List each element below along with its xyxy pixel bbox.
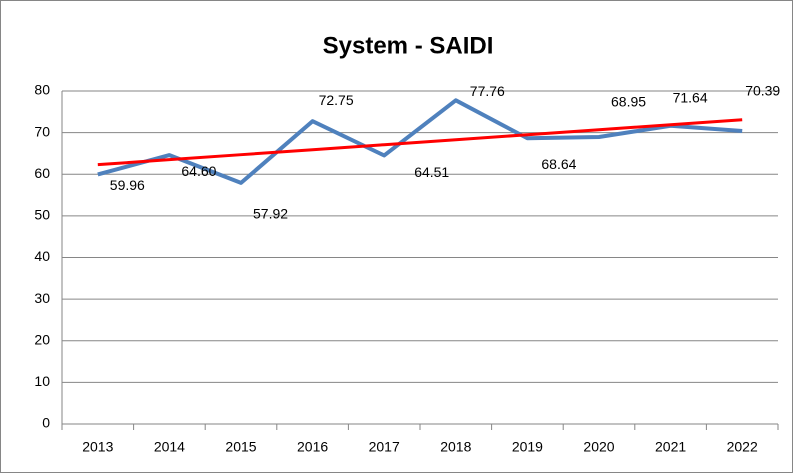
y-tick-label: 60 (34, 165, 50, 181)
data-label: 72.75 (319, 92, 354, 108)
x-tick-label: 2020 (583, 439, 614, 455)
x-tick-label: 2013 (82, 439, 113, 455)
data-line (97, 118, 743, 167)
data-label: 77.76 (470, 83, 505, 99)
x-tick-label: 2019 (512, 439, 543, 455)
data-label: 57.92 (253, 206, 288, 222)
data-label: 71.64 (673, 90, 708, 106)
data-label: 68.95 (611, 94, 646, 110)
data-label: 59.96 (110, 177, 145, 193)
y-tick-label: 40 (34, 248, 50, 264)
x-tick-label: 2017 (369, 439, 400, 455)
y-tick-label: 10 (34, 373, 50, 389)
data-line (97, 98, 743, 185)
x-tick-label: 2015 (225, 439, 256, 455)
x-tick-label: 2022 (727, 439, 758, 455)
y-tick-label: 30 (34, 290, 50, 306)
y-tick-label: 80 (34, 82, 50, 98)
x-tick-label: 2016 (297, 439, 328, 455)
data-label: 64.51 (414, 164, 449, 180)
y-tick-label: 50 (34, 207, 50, 223)
chart-title: System - SAIDI (323, 32, 494, 59)
data-label: 70.39 (745, 83, 780, 99)
y-tick-label: 0 (42, 415, 50, 431)
y-tick-label: 70 (34, 123, 50, 139)
x-tick-label: 2021 (655, 439, 686, 455)
data-label: 64.60 (181, 163, 216, 179)
y-tick-label: 20 (34, 331, 50, 347)
x-tick-label: 2014 (154, 439, 185, 455)
data-label: 68.64 (541, 156, 576, 172)
x-tick-label: 2018 (440, 439, 471, 455)
